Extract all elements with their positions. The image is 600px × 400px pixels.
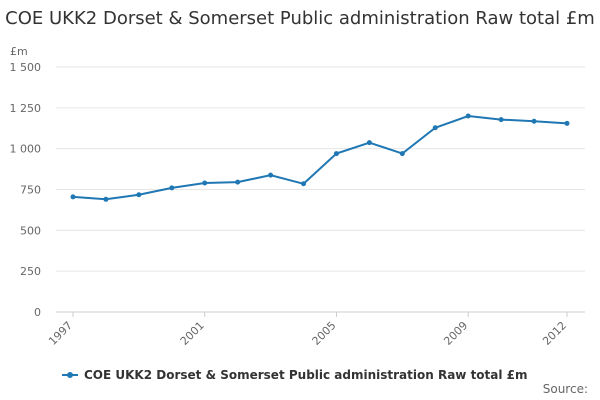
series-line [72, 114, 568, 201]
x-tick-label: 2009 [441, 319, 470, 348]
y-tick-label: 750 [20, 184, 41, 197]
legend-series-dot-icon [67, 372, 73, 378]
data-point [498, 117, 504, 123]
data-point [301, 181, 307, 187]
y-tick-label: 500 [20, 224, 41, 237]
y-axis-unit-label: £m [10, 45, 28, 58]
data-point [202, 180, 208, 186]
legend-series-label: COE UKK2 Dorset & Somerset Public admini… [84, 368, 528, 382]
data-point [465, 113, 471, 119]
data-point [103, 196, 109, 202]
data-point [399, 151, 405, 157]
data-point [531, 118, 537, 124]
y-tick-label: 1 500 [10, 61, 42, 74]
data-point [366, 140, 372, 146]
data-point [70, 194, 76, 200]
data-point [564, 120, 570, 126]
legend-series-marker-icon [62, 372, 78, 378]
data-point [432, 125, 438, 131]
x-tick-label: 2001 [178, 319, 207, 348]
data-point [333, 151, 339, 157]
x-tick-label: 2012 [540, 319, 569, 348]
x-tick-label: 1997 [46, 319, 75, 348]
y-tick-label: 1 000 [10, 143, 42, 156]
source-label: Source: [542, 382, 588, 396]
y-tick-label: 0 [34, 306, 41, 319]
data-point [268, 172, 274, 178]
data-point [169, 185, 175, 191]
chart-title: COE UKK2 Dorset & Somerset Public admini… [5, 8, 595, 29]
data-point [235, 179, 241, 185]
y-tick-label: 1 250 [10, 102, 42, 115]
x-tick-label: 2005 [310, 319, 339, 348]
data-point [136, 192, 142, 198]
legend[interactable]: COE UKK2 Dorset & Somerset Public admini… [62, 366, 528, 384]
y-tick-label: 250 [20, 265, 41, 278]
